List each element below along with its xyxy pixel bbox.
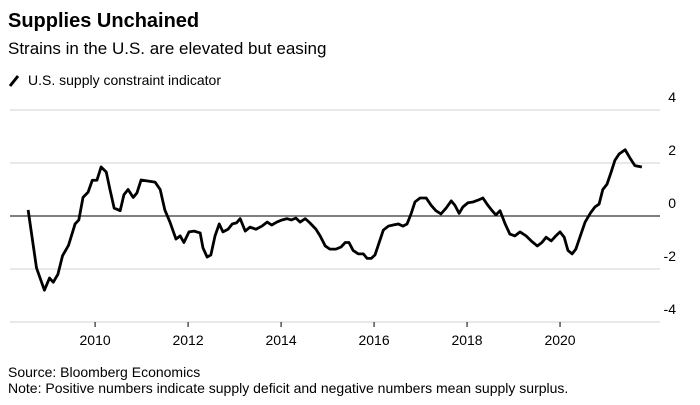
y-tick-label: 0 — [668, 195, 676, 211]
y-tick-label: -4 — [664, 301, 677, 317]
y-tick-label: 4 — [668, 89, 676, 105]
x-tick-label: 2018 — [451, 332, 482, 348]
x-tick-label: 2012 — [172, 332, 203, 348]
legend-swatch — [8, 75, 20, 87]
line — [26, 148, 643, 292]
x-tick-label: 2010 — [80, 332, 111, 348]
legend-label: U.S. supply constraint indicator — [28, 72, 221, 88]
chart-subtitle: Strains in the U.S. are elevated but eas… — [8, 39, 326, 58]
note: Note: Positive numbers indicate supply d… — [8, 380, 568, 396]
source: Source: Bloomberg Economics — [8, 364, 200, 380]
y-tick-label: 2 — [668, 142, 676, 158]
x-tick-label: 2020 — [544, 332, 575, 348]
x-tick-label: 2014 — [265, 332, 296, 348]
x-tick-label: 2016 — [358, 332, 389, 348]
y-tick-label: -2 — [664, 248, 677, 264]
chart-title: Supplies Unchained — [8, 10, 199, 32]
